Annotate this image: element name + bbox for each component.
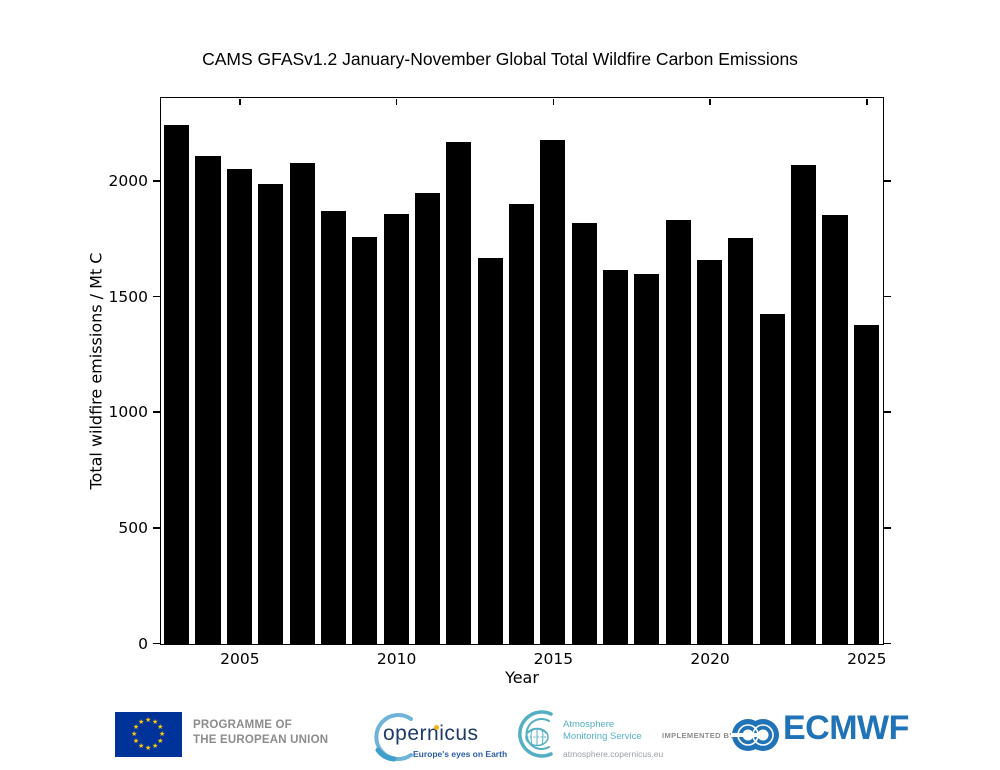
bar-2007 bbox=[289, 162, 315, 644]
eu-star-icon: ★ bbox=[131, 730, 138, 738]
bar-2024 bbox=[822, 214, 848, 644]
eu-star-icon: ★ bbox=[152, 742, 159, 751]
ams-name-line2: Monitoring Service bbox=[563, 731, 642, 742]
y-tick-label-1500: 1500 bbox=[108, 287, 148, 306]
x-tick-label-2005: 2005 bbox=[220, 650, 260, 668]
eu-programme-text: PROGRAMME OF THE EUROPEAN UNION bbox=[193, 718, 328, 748]
y-tick-mark-left-0 bbox=[153, 642, 160, 645]
bar-2008 bbox=[320, 211, 346, 644]
ecmwf-wordmark: ECMWF bbox=[783, 709, 909, 747]
x-tick-mark-top-2005 bbox=[239, 98, 241, 105]
eu-star-icon: ★ bbox=[157, 723, 164, 731]
y-tick-mark-right-500 bbox=[884, 527, 891, 529]
bar-2010 bbox=[383, 213, 409, 644]
y-tick-mark-right-1000 bbox=[884, 411, 891, 413]
y-tick-mark-left-500 bbox=[153, 527, 160, 529]
eu-flag-logo: ★ ★ ★ ★ ★ ★ ★ ★ ★ ★ ★ ★ bbox=[115, 712, 182, 757]
bar-2006 bbox=[258, 183, 284, 644]
ecmwf-interlocking-circles-icon bbox=[731, 719, 779, 751]
bar-2025 bbox=[853, 324, 879, 644]
y-tick-label-0: 0 bbox=[138, 634, 148, 653]
bar-2012 bbox=[446, 142, 472, 644]
eu-star-icon: ★ bbox=[132, 737, 140, 745]
bar-2020 bbox=[697, 260, 723, 644]
copernicus-dot-icon bbox=[434, 725, 439, 730]
y-tick-mark-left-2000 bbox=[153, 180, 160, 182]
bar-2017 bbox=[603, 270, 629, 644]
bar-2005 bbox=[226, 168, 252, 644]
copernicus-logo: opernicus Europe's eyes on Earth bbox=[368, 706, 507, 762]
x-tick-label-2025: 2025 bbox=[847, 650, 887, 668]
ecmwf-logo: ECMWF bbox=[731, 709, 909, 757]
bar-2021 bbox=[728, 238, 754, 644]
y-tick-label-2000: 2000 bbox=[108, 171, 148, 190]
bar-2004 bbox=[195, 155, 221, 644]
ams-globe-icon bbox=[518, 710, 553, 758]
bar-2011 bbox=[414, 192, 440, 644]
x-tick-mark-top-2025 bbox=[866, 98, 868, 105]
plot-area bbox=[160, 97, 884, 645]
bar-2018 bbox=[634, 273, 660, 644]
bar-2023 bbox=[791, 165, 817, 644]
eu-star-icon: ★ bbox=[145, 744, 152, 752]
bar-2003 bbox=[164, 124, 190, 644]
bar-2013 bbox=[477, 257, 503, 644]
bar-2015 bbox=[540, 139, 566, 644]
bar-2014 bbox=[508, 204, 535, 644]
eu-programme-line2: THE EUROPEAN UNION bbox=[193, 734, 329, 746]
ams-name-line1: Atmosphere bbox=[563, 719, 615, 730]
bar-2016 bbox=[571, 223, 597, 644]
implemented-by-label: IMPLEMENTED BY bbox=[662, 731, 735, 740]
y-tick-label-500: 500 bbox=[118, 518, 148, 537]
x-tick-mark-top-2010 bbox=[395, 98, 398, 105]
ams-name: Atmosphere Monitoring Service bbox=[563, 719, 642, 743]
copernicus-wordmark: opernicus bbox=[383, 722, 479, 745]
copernicus-tagline: Europe's eyes on Earth bbox=[413, 749, 508, 759]
x-axis-label: Year bbox=[505, 668, 539, 687]
eu-star-icon: ★ bbox=[145, 716, 152, 724]
y-tick-mark-right-1500 bbox=[884, 295, 891, 298]
y-axis-label: Total wildfire emissions / Mt C bbox=[86, 252, 106, 490]
bar-2009 bbox=[352, 236, 378, 644]
eu-star-icon: ★ bbox=[138, 742, 145, 751]
x-tick-label-2020: 2020 bbox=[690, 650, 730, 668]
x-tick-label-2010: 2010 bbox=[376, 650, 417, 668]
y-tick-mark-left-1500 bbox=[153, 295, 160, 298]
x-tick-mark-top-2020 bbox=[709, 98, 711, 105]
atmosphere-monitoring-service-logo: Atmosphere Monitoring Service atmosphere… bbox=[513, 707, 663, 763]
y-tick-mark-right-0 bbox=[884, 642, 891, 645]
eu-programme-line1: PROGRAMME OF bbox=[193, 719, 292, 731]
bar-2019 bbox=[665, 219, 691, 644]
bar-2022 bbox=[759, 314, 785, 644]
y-tick-mark-right-2000 bbox=[884, 180, 891, 182]
x-tick-label-2015: 2015 bbox=[533, 650, 574, 668]
eu-star-icon: ★ bbox=[138, 717, 145, 726]
eu-star-icon: ★ bbox=[159, 730, 166, 738]
y-tick-label-1000: 1000 bbox=[108, 403, 148, 422]
copernicus-c-arc-icon bbox=[374, 713, 413, 762]
x-tick-mark-top-2015 bbox=[552, 98, 555, 105]
y-tick-mark-left-1000 bbox=[153, 411, 160, 413]
eu-star-icon: ★ bbox=[152, 717, 159, 726]
eu-star-icon: ★ bbox=[132, 723, 140, 731]
ams-url: atmosphere.copernicus.eu bbox=[563, 749, 664, 759]
chart-title: CAMS GFASv1.2 January-November Global To… bbox=[202, 49, 798, 69]
eu-star-icon: ★ bbox=[157, 737, 164, 745]
